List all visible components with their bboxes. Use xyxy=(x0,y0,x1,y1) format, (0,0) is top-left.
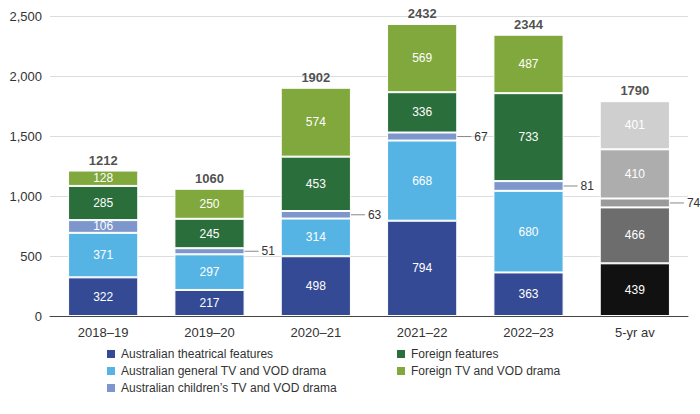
svg-text:128: 128 xyxy=(93,171,113,185)
svg-text:245: 245 xyxy=(199,227,219,241)
svg-text:371: 371 xyxy=(93,248,113,262)
svg-text:314: 314 xyxy=(306,230,326,244)
svg-text:Australian general TV and VOD: Australian general TV and VOD drama xyxy=(121,364,327,378)
svg-text:453: 453 xyxy=(306,177,326,191)
svg-text:81: 81 xyxy=(581,179,595,193)
svg-text:1,500: 1,500 xyxy=(9,129,42,144)
svg-text:336: 336 xyxy=(412,105,432,119)
svg-text:680: 680 xyxy=(518,225,538,239)
svg-text:0: 0 xyxy=(35,309,42,324)
svg-text:67: 67 xyxy=(474,130,488,144)
svg-text:410: 410 xyxy=(625,167,645,181)
svg-text:574: 574 xyxy=(306,115,326,129)
svg-text:Foreign features: Foreign features xyxy=(411,347,498,361)
svg-text:500: 500 xyxy=(20,249,42,264)
svg-text:285: 285 xyxy=(93,196,113,210)
svg-text:439: 439 xyxy=(625,283,645,297)
svg-text:Australian children’s TV and V: Australian children’s TV and VOD drama xyxy=(121,381,337,395)
svg-text:51: 51 xyxy=(262,244,276,258)
svg-text:2344: 2344 xyxy=(514,17,544,32)
svg-text:322: 322 xyxy=(93,290,113,304)
svg-text:1,000: 1,000 xyxy=(9,189,42,204)
svg-text:2019–20: 2019–20 xyxy=(184,325,235,340)
svg-text:5-yr av: 5-yr av xyxy=(615,325,655,340)
svg-text:2,500: 2,500 xyxy=(9,9,42,24)
svg-text:2,000: 2,000 xyxy=(9,69,42,84)
svg-text:363: 363 xyxy=(518,287,538,301)
svg-text:487: 487 xyxy=(518,57,538,71)
svg-text:74: 74 xyxy=(687,196,700,210)
svg-text:2432: 2432 xyxy=(408,6,437,21)
svg-text:250: 250 xyxy=(199,197,219,211)
svg-text:2021–22: 2021–22 xyxy=(397,325,448,340)
svg-text:297: 297 xyxy=(199,265,219,279)
svg-text:1902: 1902 xyxy=(301,70,330,85)
svg-text:569: 569 xyxy=(412,51,432,65)
svg-text:466: 466 xyxy=(625,228,645,242)
svg-text:1212: 1212 xyxy=(89,153,118,168)
svg-text:1060: 1060 xyxy=(195,171,224,186)
svg-text:2022–23: 2022–23 xyxy=(503,325,554,340)
svg-text:2018–19: 2018–19 xyxy=(78,325,129,340)
svg-text:217: 217 xyxy=(199,296,219,310)
svg-text:106: 106 xyxy=(93,219,113,233)
svg-text:498: 498 xyxy=(306,279,326,293)
svg-text:Foreign TV and VOD drama: Foreign TV and VOD drama xyxy=(411,364,561,378)
svg-text:63: 63 xyxy=(368,208,382,222)
svg-text:1790: 1790 xyxy=(620,83,649,98)
svg-text:794: 794 xyxy=(412,261,432,275)
svg-text:2020–21: 2020–21 xyxy=(291,325,342,340)
svg-text:668: 668 xyxy=(412,174,432,188)
svg-text:733: 733 xyxy=(518,130,538,144)
svg-text:401: 401 xyxy=(625,118,645,132)
svg-text:Australian theatrical features: Australian theatrical features xyxy=(121,347,273,361)
